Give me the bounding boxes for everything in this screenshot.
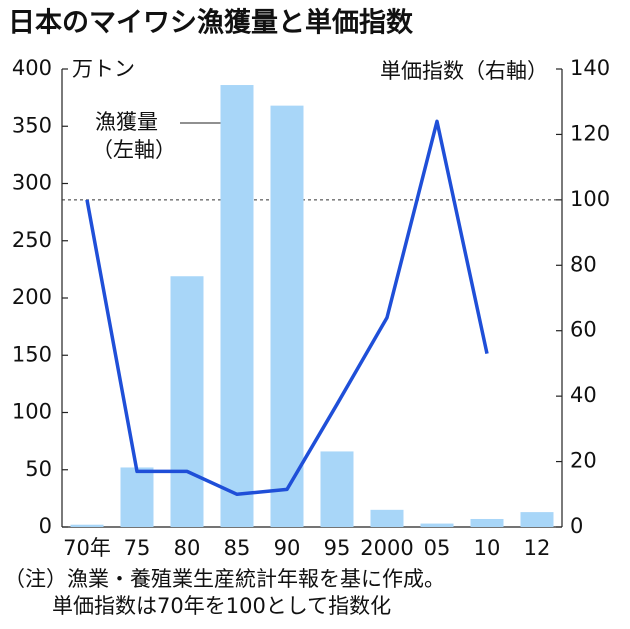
y2-tick-label: 100	[570, 187, 610, 211]
y-tick-label: 300	[12, 171, 52, 195]
bar	[320, 451, 354, 527]
bar	[170, 276, 204, 527]
y2-tick-label: 140	[570, 56, 610, 80]
y2-tick-label: 0	[570, 514, 583, 538]
x-tick-label: 75	[124, 536, 151, 560]
x-tick-label: 2000	[360, 536, 413, 560]
x-tick-label: 85	[224, 536, 251, 560]
bar	[220, 85, 254, 527]
x-tick-label: 95	[324, 536, 351, 560]
y2-tick-label: 40	[570, 383, 597, 407]
bar	[420, 523, 454, 527]
y-tick-label: 100	[12, 400, 52, 424]
bar	[470, 518, 504, 527]
bar-series-label: 漁獲量	[95, 110, 158, 134]
y-unit: 万トン	[72, 57, 135, 81]
x-tick-label: 90	[274, 536, 301, 560]
y-tick-label: 50	[25, 457, 52, 481]
bar	[120, 467, 154, 527]
note: （注）漁業・養殖業生産統計年報を基に作成。	[4, 567, 445, 591]
y-tick-label: 350	[12, 113, 52, 137]
bar-axis-note: （左軸）	[92, 138, 176, 162]
y2-tick-label: 60	[570, 318, 597, 342]
chart-title: 日本のマイワシ漁獲量と単価指数	[8, 7, 414, 39]
bar	[70, 524, 104, 527]
bar	[520, 512, 554, 527]
x-tick-label: 10	[474, 536, 501, 560]
line-series-label: 単価指数（右軸）	[380, 59, 548, 83]
x-tick-label: 80	[174, 536, 201, 560]
y2-tick-label: 80	[570, 252, 597, 276]
y2-tick-label: 20	[570, 449, 597, 473]
y-tick-label: 200	[12, 285, 52, 309]
y-tick-label: 250	[12, 228, 52, 252]
bar	[370, 509, 404, 527]
x-tick-label: 70年	[63, 536, 111, 560]
note: 単価指数は70年を100として指数化	[52, 594, 391, 618]
y-tick-label: 400	[12, 56, 52, 80]
bar	[270, 105, 304, 527]
line	[85, 119, 489, 497]
x-tick-label: 12	[524, 536, 551, 560]
y-tick-label: 0	[39, 514, 52, 538]
y2-tick-label: 120	[570, 121, 610, 145]
y-tick-label: 150	[12, 342, 52, 366]
x-tick-label: 05	[424, 536, 451, 560]
